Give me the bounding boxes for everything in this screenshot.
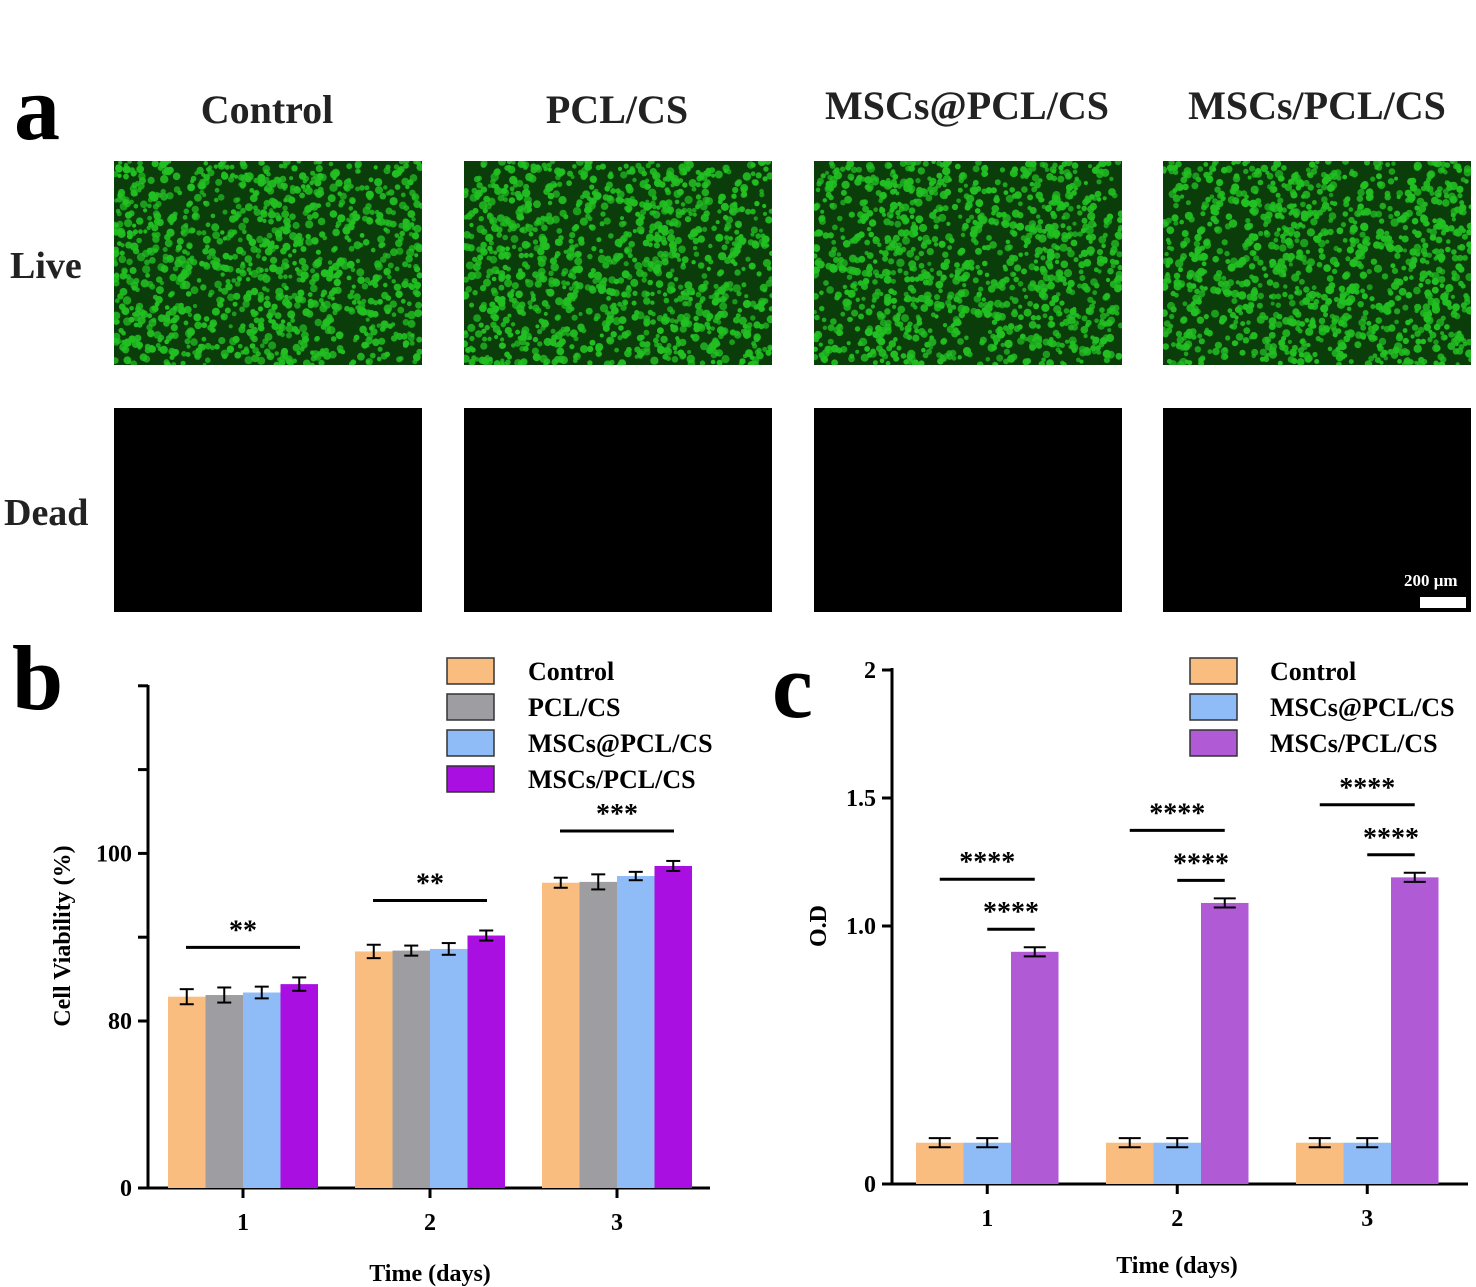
- y-tick-label: 1.5: [846, 786, 876, 812]
- legend-swatch: [446, 765, 495, 793]
- panel-c-letter: c: [772, 635, 813, 737]
- bar: [1011, 951, 1059, 1184]
- dead-image-mscs-pcl-cs: [1163, 408, 1471, 612]
- column-header-pcl-cs: PCL/CS: [545, 87, 689, 132]
- bar: [916, 1142, 964, 1184]
- bar: [1106, 1142, 1154, 1184]
- x-tick-label: 2: [1171, 1206, 1183, 1232]
- y-tick-label: 0: [864, 1172, 876, 1198]
- bar: [963, 1142, 1011, 1184]
- y-axis-title: O.D: [806, 905, 832, 947]
- legend-label: MSCs@PCL/CS: [1270, 693, 1455, 722]
- bar: [467, 935, 505, 1188]
- y-tick-label: 2: [864, 658, 876, 684]
- x-tick-label: 2: [424, 1210, 436, 1236]
- bar: [1201, 902, 1249, 1184]
- row-header-dead: Dead: [4, 492, 89, 534]
- bar: [654, 865, 692, 1188]
- legend-swatch: [1189, 657, 1238, 685]
- dead-image-control: [114, 408, 422, 612]
- x-axis-title: Time (days): [369, 1261, 491, 1287]
- column-header-mscs-at-pcl-cs: MSCs@PCL/CS: [825, 83, 1109, 128]
- live-cells-texture: [1160, 157, 1475, 369]
- panel-a-letter: a: [14, 57, 60, 159]
- significance-label: ***: [596, 799, 638, 830]
- bar: [205, 995, 243, 1188]
- live-image-mscs-at-pcl-cs: [810, 157, 1125, 368]
- x-tick-label: 1: [981, 1206, 993, 1232]
- chart-b-cell-viability: 0 80 100 Cell Viability (%) Time (days) 1 ** 2 *…: [50, 657, 713, 1287]
- legend-label: MSCs/PCL/CS: [528, 765, 696, 794]
- bar: [1391, 877, 1439, 1184]
- x-tick-label: 3: [611, 1210, 623, 1236]
- bar: [168, 996, 206, 1188]
- y-tick-label: 80: [108, 1009, 132, 1035]
- bar: [430, 948, 468, 1188]
- bar: [280, 984, 318, 1188]
- legend-swatch: [446, 693, 495, 721]
- significance-label: ****: [1149, 798, 1205, 829]
- bar: [243, 992, 281, 1188]
- live-image-pcl-cs: [460, 157, 775, 369]
- legend-swatch: [1189, 693, 1238, 721]
- scale-bar-label: 200 μm: [1404, 571, 1458, 590]
- legend-label: MSCs@PCL/CS: [528, 729, 713, 758]
- significance-label: ****: [1339, 773, 1395, 804]
- panel-b-letter: b: [12, 627, 64, 729]
- bar: [579, 881, 617, 1188]
- x-tick-label: 3: [1361, 1206, 1373, 1232]
- y-axis-title: Cell Viability (%): [50, 845, 76, 1026]
- legend-swatch: [1189, 729, 1238, 757]
- significance-label: ****: [1363, 823, 1419, 854]
- x-tick-label: 1: [237, 1210, 249, 1236]
- dead-image-mscs-at-pcl-cs: [814, 408, 1122, 612]
- scale-bar: [1420, 597, 1466, 608]
- x-axis-title: Time (days): [1116, 1253, 1238, 1279]
- bar: [392, 950, 430, 1188]
- significance-label: **: [229, 915, 257, 946]
- legend-label: Control: [1270, 657, 1356, 686]
- live-image-mscs-pcl-cs: [1160, 157, 1475, 369]
- legend-swatch: [446, 729, 495, 757]
- y-tick-label: 1.0: [846, 914, 876, 940]
- bar: [355, 951, 393, 1188]
- dead-image-pcl-cs: [464, 408, 772, 612]
- legend-label: Control: [528, 657, 614, 686]
- chart-c-od: 0 1.0 1.5 2 O.D Time (days) 1 **** **** 2 **** ****…: [806, 657, 1468, 1279]
- legend-swatch: [446, 657, 495, 685]
- significance-label: **: [416, 868, 444, 899]
- column-header-mscs-pcl-cs: MSCs/PCL/CS: [1188, 83, 1446, 128]
- bar: [542, 882, 580, 1188]
- bar: [617, 876, 655, 1188]
- y-tick-label: 0: [120, 1176, 132, 1202]
- significance-label: ****: [959, 847, 1015, 878]
- live-image-control: [110, 157, 425, 368]
- bar: [1343, 1142, 1391, 1184]
- column-header-control: Control: [200, 87, 334, 132]
- row-header-live: Live: [10, 245, 82, 287]
- y-tick-label: 100: [96, 841, 132, 867]
- legend-label: PCL/CS: [528, 693, 620, 722]
- legend-label: MSCs/PCL/CS: [1270, 729, 1438, 758]
- live-cells-texture: [110, 157, 425, 368]
- live-cells-texture: [460, 157, 775, 369]
- bar: [1296, 1142, 1344, 1184]
- bar: [1153, 1142, 1201, 1184]
- significance-label: ****: [983, 897, 1039, 928]
- significance-label: ****: [1173, 848, 1229, 879]
- live-cells-texture: [810, 157, 1125, 368]
